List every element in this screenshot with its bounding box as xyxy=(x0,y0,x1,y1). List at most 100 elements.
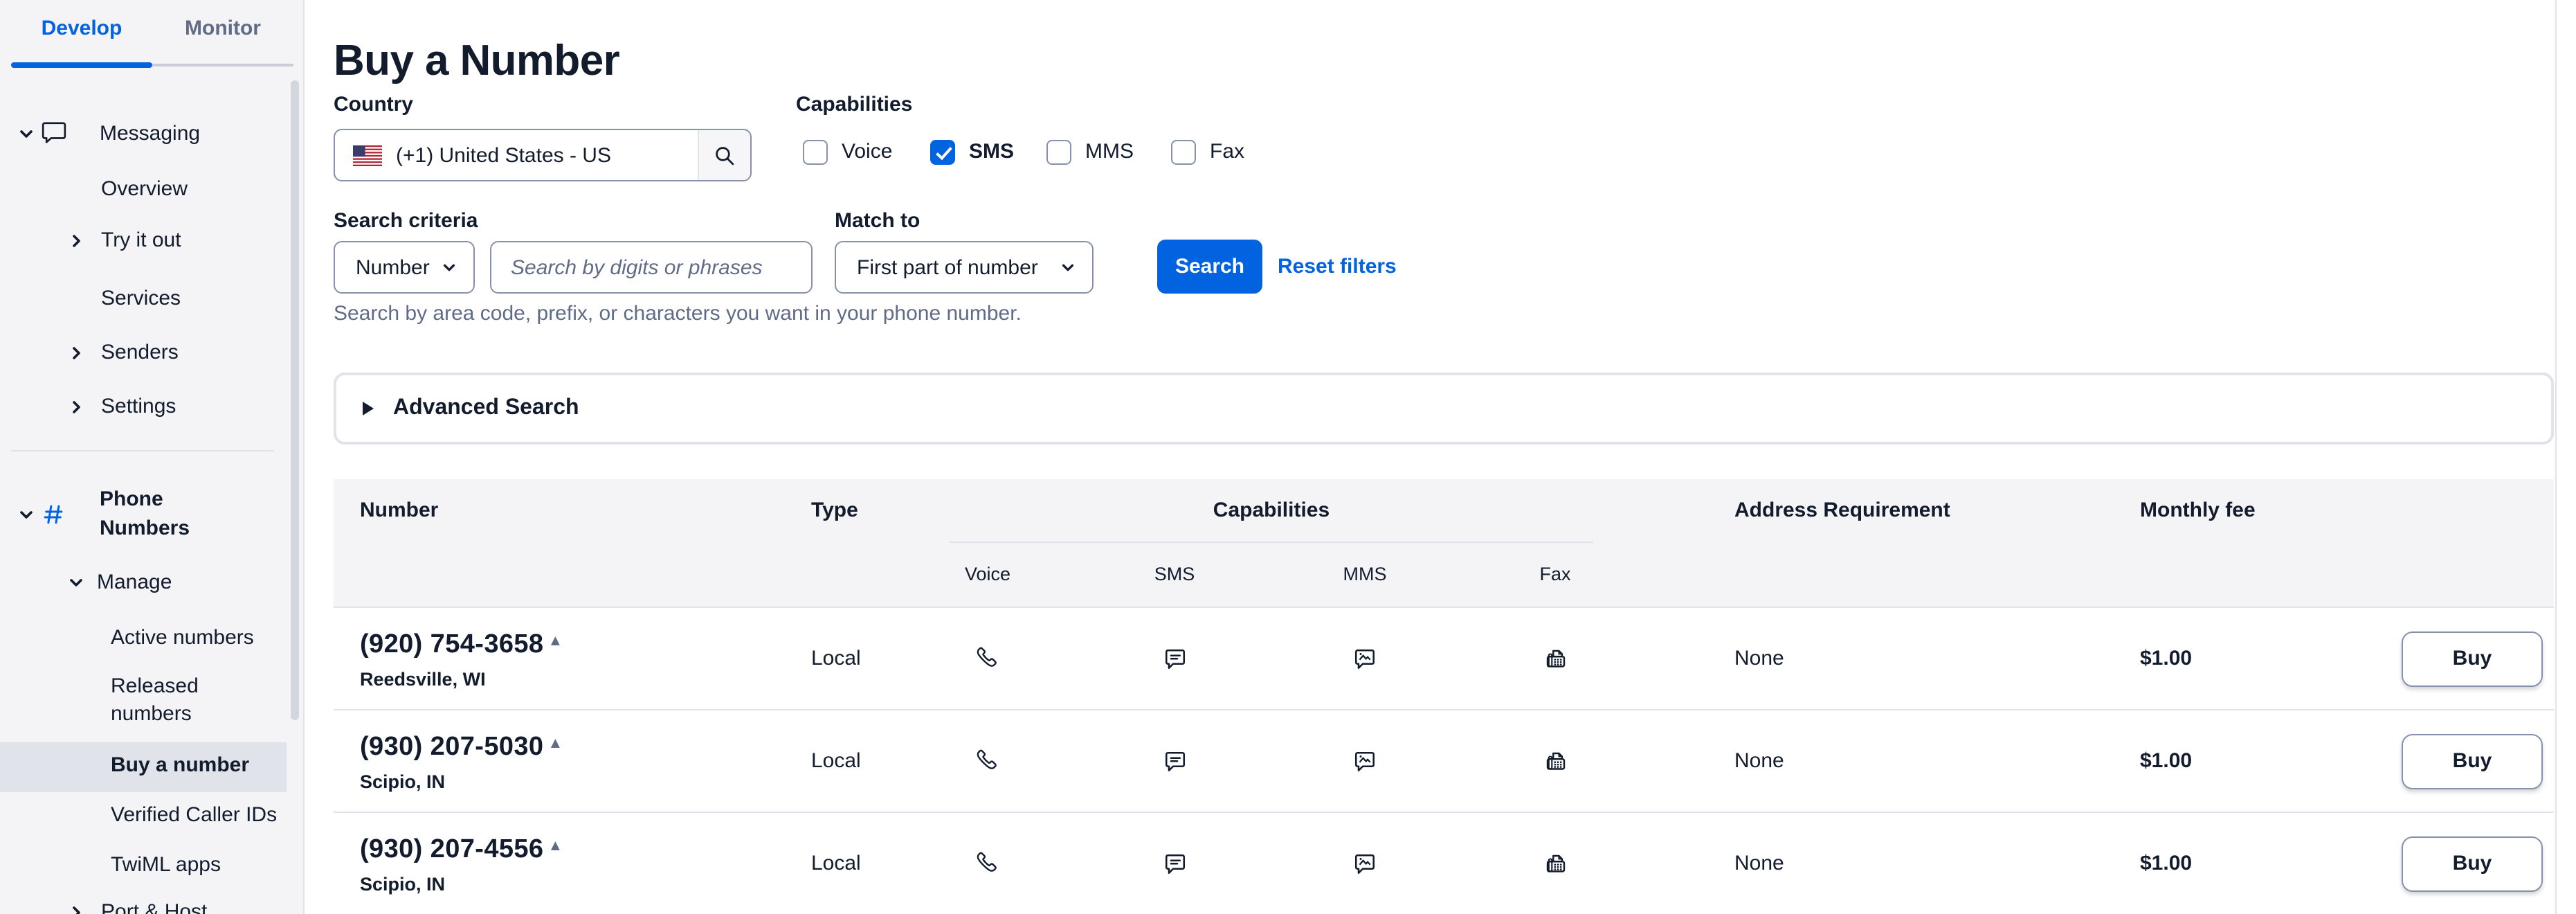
column-header-capabilities: Capabilities xyxy=(894,479,1649,543)
number-location: Scipio, IN xyxy=(360,874,446,895)
subcolumn-header-voice: Voice xyxy=(964,564,1011,584)
sidebar-item-manage[interactable]: Manage xyxy=(97,571,172,594)
capability-voice-checkbox[interactable]: Voice xyxy=(803,140,892,165)
address-requirement: None xyxy=(1734,749,1784,773)
tab-divider xyxy=(152,64,293,66)
page-title: Buy a Number xyxy=(334,35,620,84)
search-button[interactable]: Search xyxy=(1157,240,1262,294)
chevron-down-icon xyxy=(443,263,455,271)
number-marker-icon: ▲ xyxy=(547,633,563,649)
buy-button[interactable]: Buy xyxy=(2402,836,2543,891)
sidebar-scrollbar[interactable] xyxy=(291,80,299,720)
sms-capability-icon xyxy=(1081,646,1268,671)
mms-capability-icon xyxy=(1268,749,1462,773)
chevron-right-icon xyxy=(68,399,84,415)
phone-number: (930) 207-5030 ▲ xyxy=(360,733,563,762)
number-type: Local xyxy=(811,647,861,670)
table-header: Number Type Capabilities Address Require… xyxy=(334,479,2554,608)
number-type: Local xyxy=(811,852,861,875)
capability-fax-checkbox[interactable]: Fax xyxy=(1171,140,1244,165)
checkbox-unchecked-icon[interactable] xyxy=(1171,140,1196,165)
sidebar-item-services[interactable]: Services xyxy=(101,287,181,310)
sidebar-item-twiml-apps[interactable]: TwiML apps xyxy=(111,853,221,877)
fax-capability-icon xyxy=(1462,851,1649,876)
voice-capability-icon xyxy=(894,850,1081,877)
mms-capability-icon xyxy=(1268,646,1462,671)
search-digits-input[interactable] xyxy=(490,241,813,294)
tab-develop[interactable]: Develop xyxy=(41,17,123,40)
capabilities-label: Capabilities xyxy=(796,93,913,116)
chevron-down-icon[interactable] xyxy=(18,507,35,523)
chat-bubble-icon xyxy=(40,119,68,147)
table-row: (920) 754-3658 ▲ Reedsville, WI Local Non… xyxy=(334,608,2554,710)
us-flag-icon xyxy=(353,145,382,165)
advanced-search-label: Advanced Search xyxy=(393,396,579,420)
capability-mms-checkbox[interactable]: MMS xyxy=(1046,140,1134,165)
sidebar-section-messaging[interactable]: Messaging xyxy=(100,122,201,145)
sidebar-item-released-numbers[interactable]: Released numbers xyxy=(111,674,199,726)
country-value: (+1) United States - US xyxy=(396,143,611,167)
buy-button[interactable]: Buy xyxy=(2402,631,2543,686)
address-requirement: None xyxy=(1734,647,1784,670)
sidebar-item-verified-caller-ids[interactable]: Verified Caller IDs xyxy=(111,803,278,827)
results-table: Number Type Capabilities Address Require… xyxy=(334,479,2554,914)
sidebar-item-active-numbers[interactable]: Active numbers xyxy=(111,626,254,649)
sidebar-item-senders[interactable]: Senders xyxy=(101,341,179,364)
phone-number: (930) 207-4556 ▲ xyxy=(360,835,563,864)
buy-button[interactable]: Buy xyxy=(2402,733,2543,789)
sidebar-item-buy-a-number[interactable]: Buy a number xyxy=(111,753,250,777)
voice-capability-icon xyxy=(894,748,1081,774)
number-location: Reedsville, WI xyxy=(360,669,486,690)
column-header-type: Type xyxy=(811,499,858,522)
table-row: (930) 207-5030 ▲ Scipio, IN Local None $1… xyxy=(334,710,2554,813)
capabilities-group-underline xyxy=(950,541,1593,543)
search-help-text: Search by area code, prefix, or characte… xyxy=(334,302,1022,325)
sidebar-item-settings[interactable]: Settings xyxy=(101,395,176,418)
sidebar-item-overview[interactable]: Overview xyxy=(101,177,188,201)
sidebar-section-phone-numbers[interactable]: Phone Numbers xyxy=(100,487,190,540)
search-criteria-selected-value: Number xyxy=(356,256,430,279)
hash-icon xyxy=(40,501,66,528)
column-header-monthly-fee: Monthly fee xyxy=(2140,499,2256,522)
sidebar: Develop Monitor Messaging Overview Try i… xyxy=(0,0,305,914)
phone-number: (920) 754-3658 ▲ xyxy=(360,630,563,659)
column-header-address-requirement: Address Requirement xyxy=(1734,499,1950,522)
chevron-down-icon[interactable] xyxy=(68,575,84,591)
monthly-fee: $1.00 xyxy=(2140,749,2193,773)
subcolumn-header-fax: Fax xyxy=(1539,564,1571,584)
capability-sms-label: SMS xyxy=(969,140,1015,163)
chevron-down-icon[interactable] xyxy=(18,126,35,143)
number-marker-icon: ▲ xyxy=(547,838,563,854)
sidebar-item-try-it-out[interactable]: Try it out xyxy=(101,228,181,252)
address-requirement: None xyxy=(1734,852,1784,875)
country-combobox[interactable]: (+1) United States - US xyxy=(334,129,752,181)
checkbox-unchecked-icon[interactable] xyxy=(803,140,828,165)
capability-fax-label: Fax xyxy=(1210,140,1245,163)
reset-filters-link[interactable]: Reset filters xyxy=(1278,255,1397,278)
match-to-selected-value: First part of number xyxy=(857,256,1038,279)
mms-capability-icon xyxy=(1268,851,1462,876)
match-to-select[interactable]: First part of number xyxy=(835,241,1094,294)
advanced-search-toggle[interactable]: Advanced Search xyxy=(334,373,2554,445)
country-label: Country xyxy=(334,93,413,116)
fax-capability-icon xyxy=(1462,646,1649,671)
number-location: Scipio, IN xyxy=(360,771,446,792)
chevron-right-icon xyxy=(68,345,84,361)
checkbox-unchecked-icon[interactable] xyxy=(1046,140,1071,165)
sms-capability-icon xyxy=(1081,749,1268,773)
disclosure-triangle-icon xyxy=(363,402,374,415)
develop-tab-active-indicator xyxy=(11,62,152,68)
search-criteria-select[interactable]: Number xyxy=(334,241,475,294)
monthly-fee: $1.00 xyxy=(2140,647,2193,670)
subcolumn-header-sms: SMS xyxy=(1154,564,1195,584)
tab-monitor[interactable]: Monitor xyxy=(185,17,261,40)
number-type: Local xyxy=(811,749,861,773)
country-search-button[interactable] xyxy=(698,130,750,180)
monthly-fee: $1.00 xyxy=(2140,852,2193,875)
main-scrollbar-track[interactable] xyxy=(2555,0,2576,914)
sidebar-item-port-and-host[interactable]: Port & Host xyxy=(101,900,208,914)
table-row: (930) 207-4556 ▲ Scipio, IN Local None $1… xyxy=(334,813,2554,914)
checkbox-checked-icon[interactable] xyxy=(930,140,955,165)
capability-sms-checkbox[interactable]: SMS xyxy=(930,140,1014,165)
